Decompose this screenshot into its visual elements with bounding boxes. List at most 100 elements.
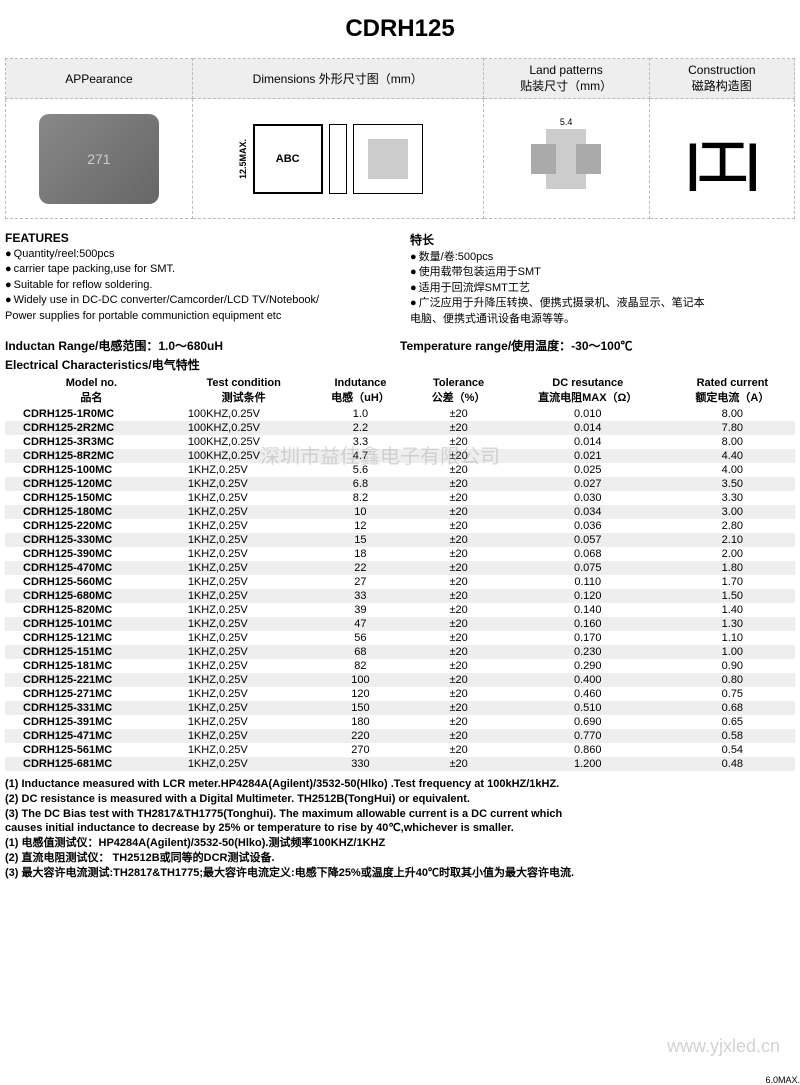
note-line: (3) The DC Bias test with TH2817&TH1775(… [5, 807, 795, 822]
table-cell: 33 [309, 589, 411, 603]
table-cell: 0.510 [506, 701, 670, 715]
table-cell: 100KHZ,0.25V [178, 449, 310, 463]
table-cell: 1.70 [670, 575, 795, 589]
table-cell: 0.021 [506, 449, 670, 463]
table-cell: CDRH125-2R2MC [5, 421, 178, 435]
table-cell: 2.10 [670, 533, 795, 547]
inductance-range: Inductan Range/电感范围：1.0～680uH [5, 337, 400, 354]
table-cell: ±20 [411, 519, 505, 533]
features-cn-list: 数量/卷:500pcs使用载带包装运用于SMT适用于回流焊SMT工艺广泛应用于升… [410, 250, 795, 312]
table-cell: 0.48 [670, 757, 795, 771]
table-row: CDRH125-101MC1KHZ,0.25V47±200.1601.30 [5, 617, 795, 631]
table-cell: CDRH125-680MC [5, 589, 178, 603]
table-cell: 0.770 [506, 729, 670, 743]
table-cell: CDRH125-150MC [5, 491, 178, 505]
table-cell: 12 [309, 519, 411, 533]
table-cell: CDRH125-470MC [5, 561, 178, 575]
features-en-list: Quantity/reel:500pcscarrier tape packing… [5, 247, 390, 309]
table-cell: 0.036 [506, 519, 670, 533]
note-line: (1) 电感值测试仪：HP4284A(Agilent)/3532-50(Hlko… [5, 836, 795, 851]
table-cell: 8.00 [670, 407, 795, 421]
table-row: CDRH125-1R0MC100KHZ,0.25V1.0±200.0108.00 [5, 407, 795, 421]
table-row: CDRH125-390MC1KHZ,0.25V18±200.0682.00 [5, 547, 795, 561]
note-line: (1) Inductance measured with LCR meter.H… [5, 777, 795, 792]
construction-cell: |工| [649, 99, 794, 219]
table-cell: 2.80 [670, 519, 795, 533]
table-row: CDRH125-221MC1KHZ,0.25V100±200.4000.80 [5, 673, 795, 687]
table-cell: 5.6 [309, 463, 411, 477]
table-cell: 0.014 [506, 421, 670, 435]
table-cell: CDRH125-180MC [5, 505, 178, 519]
table-cell: 1.0 [309, 407, 411, 421]
table-cell: 82 [309, 659, 411, 673]
table-cell: ±20 [411, 491, 505, 505]
table-cell: 1KHZ,0.25V [178, 617, 310, 631]
table-cell: 0.068 [506, 547, 670, 561]
feature-item: Quantity/reel:500pcs [5, 247, 390, 262]
table-cell: ±20 [411, 631, 505, 645]
note-line: causes initial inductance to decrease by… [5, 821, 795, 836]
table-cell: 1KHZ,0.25V [178, 743, 310, 757]
table-cell: 1KHZ,0.25V [178, 505, 310, 519]
features-cn-col: 特长 数量/卷:500pcs使用载带包装运用于SMT适用于回流焊SMT工艺广泛应… [410, 231, 795, 327]
table-cell: 0.010 [506, 407, 670, 421]
table-cell: CDRH125-101MC [5, 617, 178, 631]
note-line: (3) 最大容许电流测试:TH2817&TH1775;最大容许电流定义:电感下降… [5, 866, 795, 881]
table-cell: 1KHZ,0.25V [178, 659, 310, 673]
dim-outline-side: 6.0MAX. [329, 124, 347, 194]
table-row: CDRH125-330MC1KHZ,0.25V15±200.0572.10 [5, 533, 795, 547]
notes-section: (1) Inductance measured with LCR meter.H… [5, 777, 795, 881]
feature-item: 数量/卷:500pcs [410, 250, 795, 265]
table-cell: 0.025 [506, 463, 670, 477]
table-cell: CDRH125-1R0MC [5, 407, 178, 421]
ec-title: Electrical Characteristics/电气特性 [5, 356, 795, 373]
table-row: CDRH125-820MC1KHZ,0.25V39±200.1401.40 [5, 603, 795, 617]
table-cell: 0.034 [506, 505, 670, 519]
table-cell: 22 [309, 561, 411, 575]
table-cell: 1KHZ,0.25V [178, 701, 310, 715]
table-cell: CDRH125-221MC [5, 673, 178, 687]
table-cell: 330 [309, 757, 411, 771]
hdr-dimensions: Dimensions 外形尺寸图（mm） [192, 59, 483, 99]
table-cell: 220 [309, 729, 411, 743]
col-header: Rated current额定电流（A） [670, 375, 795, 407]
land-pattern-diagram [526, 129, 606, 189]
feature-item: Suitable for reflow soldering. [5, 278, 390, 293]
table-row: CDRH125-271MC1KHZ,0.25V120±200.4600.75 [5, 687, 795, 701]
watermark-url: www.yjxled.cn [667, 1036, 780, 1057]
table-cell: CDRH125-121MC [5, 631, 178, 645]
feature-item: 使用载带包装运用于SMT [410, 265, 795, 280]
table-cell: 120 [309, 687, 411, 701]
table-cell: 1.80 [670, 561, 795, 575]
table-row: CDRH125-181MC1KHZ,0.25V82±200.2900.90 [5, 659, 795, 673]
table-row: CDRH125-120MC1KHZ,0.25V6.8±200.0273.50 [5, 477, 795, 491]
table-cell: CDRH125-271MC [5, 687, 178, 701]
features-en-title: FEATURES [5, 231, 390, 245]
table-cell: 47 [309, 617, 411, 631]
table-cell: 6.8 [309, 477, 411, 491]
page-title: CDRH125 [5, 15, 795, 43]
table-cell: 1.40 [670, 603, 795, 617]
table-cell: 0.690 [506, 715, 670, 729]
features-section: FEATURES Quantity/reel:500pcscarrier tap… [5, 231, 795, 327]
table-row: CDRH125-121MC1KHZ,0.25V56±200.1701.10 [5, 631, 795, 645]
feature-item: 适用于回流焊SMT工艺 [410, 281, 795, 296]
table-cell: ±20 [411, 575, 505, 589]
table-cell: ±20 [411, 421, 505, 435]
table-cell: CDRH125-330MC [5, 533, 178, 547]
table-cell: 3.30 [670, 491, 795, 505]
table-cell: 0.014 [506, 435, 670, 449]
dim-height-label: 12.5MAX. [238, 138, 248, 178]
table-cell: 100KHZ,0.25V [178, 435, 310, 449]
table-cell: CDRH125-820MC [5, 603, 178, 617]
table-cell: ±20 [411, 407, 505, 421]
table-cell: 18 [309, 547, 411, 561]
table-cell: 1.200 [506, 757, 670, 771]
table-cell: CDRH125-220MC [5, 519, 178, 533]
table-cell: CDRH125-151MC [5, 645, 178, 659]
table-cell: 0.75 [670, 687, 795, 701]
note-line: (2) DC resistance is measured with a Dig… [5, 792, 795, 807]
table-cell: 68 [309, 645, 411, 659]
table-cell: 0.460 [506, 687, 670, 701]
dim-outline-front: ABC 12.5MAX. [253, 124, 323, 194]
